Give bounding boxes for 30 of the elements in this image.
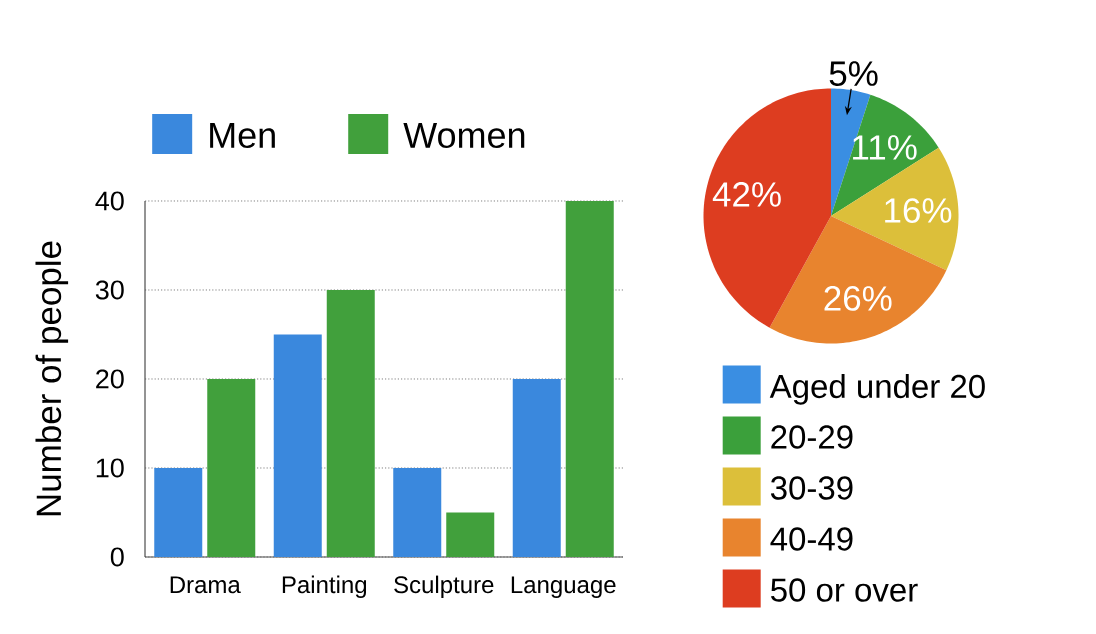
bar xyxy=(565,200,614,557)
bar xyxy=(273,334,322,557)
x-tick-label: Drama xyxy=(170,576,241,594)
y-tick-label: 10 xyxy=(96,458,124,478)
data-label: 26% xyxy=(824,286,892,311)
bar xyxy=(393,467,442,557)
bar xyxy=(207,378,256,557)
legend-label: 30-39 xyxy=(770,476,853,500)
bar xyxy=(154,467,203,557)
bar xyxy=(446,512,495,557)
x-tick-label: Painting xyxy=(282,575,367,598)
y-tick-label: 40 xyxy=(95,191,124,211)
legend-label: Men xyxy=(210,122,275,149)
legend-label: Women xyxy=(403,122,525,149)
x-tick-label: Sculpture xyxy=(394,575,494,598)
legend-label: 40-49 xyxy=(770,527,853,551)
y-tick-label: 30 xyxy=(95,280,124,300)
data-label: 5% xyxy=(829,61,878,87)
legend-label: 20-29 xyxy=(771,425,853,449)
data-label: 11% xyxy=(853,135,917,160)
y-tick-label: 20 xyxy=(96,369,124,389)
data-label: 16% xyxy=(885,198,952,223)
y-tick-label: 0 xyxy=(110,547,124,567)
data-label: 42% xyxy=(712,182,781,207)
x-tick-label: Language xyxy=(511,576,616,598)
legend-label: Aged under 20 xyxy=(769,373,985,405)
legend-label: 50 or over xyxy=(771,578,918,602)
y-axis-title: Number of people xyxy=(35,241,69,516)
bar xyxy=(326,289,375,557)
bar xyxy=(512,378,561,557)
